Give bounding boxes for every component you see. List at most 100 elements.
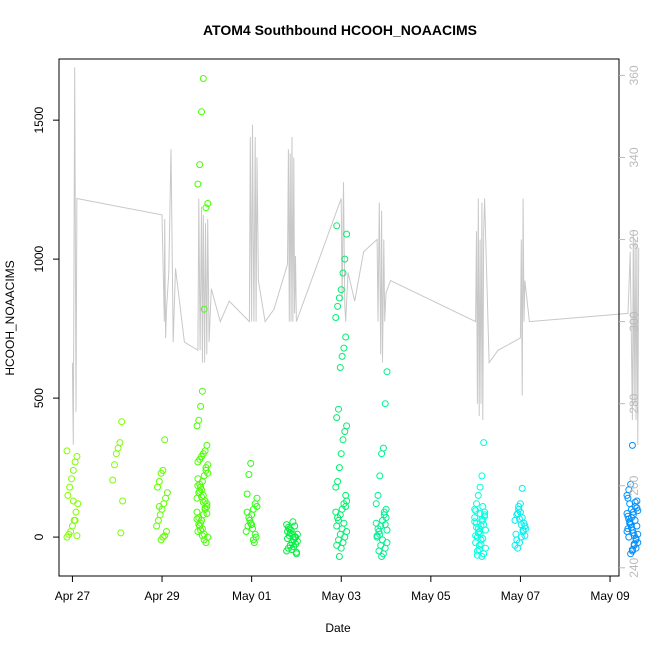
data-point bbox=[332, 483, 340, 491]
data-point bbox=[248, 521, 256, 529]
data-point bbox=[477, 540, 485, 548]
data-point bbox=[339, 269, 347, 277]
data-point bbox=[377, 541, 385, 549]
data-point bbox=[374, 491, 382, 499]
data-point bbox=[333, 522, 341, 530]
data-point bbox=[153, 522, 161, 530]
data-point bbox=[161, 436, 169, 444]
data-point bbox=[381, 400, 389, 408]
data-point bbox=[515, 503, 523, 510]
data-point bbox=[157, 536, 165, 544]
data-point bbox=[334, 478, 342, 485]
x-axis: Apr 27 Apr 29 May 01 May 03 May 05 May 07 May … bbox=[55, 576, 630, 603]
x-tick-label: May 03 bbox=[322, 589, 362, 603]
data-point bbox=[157, 469, 165, 477]
data-point bbox=[634, 507, 642, 515]
x-tick-label: Apr 27 bbox=[55, 589, 91, 603]
data-point bbox=[68, 475, 75, 483]
data-point bbox=[518, 484, 526, 492]
data-point bbox=[119, 497, 127, 505]
data-point bbox=[247, 459, 255, 467]
data-point bbox=[71, 516, 79, 524]
data-point bbox=[66, 483, 74, 491]
data-point bbox=[117, 529, 125, 537]
data-point bbox=[339, 436, 347, 444]
data-point bbox=[118, 418, 126, 426]
data-point bbox=[341, 428, 349, 435]
data-point bbox=[381, 544, 389, 552]
y2-tick-label: 240 bbox=[627, 557, 641, 577]
data-point bbox=[473, 551, 481, 559]
data-point bbox=[343, 422, 351, 430]
data-point bbox=[63, 447, 71, 455]
data-point bbox=[204, 200, 212, 207]
data-point bbox=[111, 461, 118, 469]
y2-tick-label: 340 bbox=[627, 147, 641, 167]
data-point bbox=[512, 530, 520, 538]
data-point bbox=[373, 532, 381, 540]
data-point bbox=[74, 500, 82, 508]
data-point bbox=[194, 180, 202, 188]
data-point bbox=[632, 544, 640, 552]
data-point bbox=[471, 505, 479, 513]
data-point bbox=[283, 521, 291, 529]
data-point bbox=[340, 344, 348, 352]
data-point bbox=[335, 405, 342, 413]
data-point bbox=[627, 550, 635, 558]
data-point bbox=[376, 472, 384, 480]
data-point bbox=[193, 515, 201, 523]
data-point bbox=[71, 458, 79, 466]
data-point bbox=[114, 444, 122, 452]
data-point bbox=[479, 503, 487, 510]
data-point bbox=[243, 508, 251, 516]
y-tick-label: 1000 bbox=[32, 245, 46, 272]
data-point bbox=[514, 510, 522, 517]
data-point bbox=[332, 508, 340, 516]
data-point bbox=[383, 539, 391, 547]
data-point bbox=[333, 541, 341, 549]
data-point bbox=[253, 503, 261, 510]
data-point bbox=[478, 472, 486, 480]
data-point bbox=[628, 441, 636, 449]
data-point bbox=[474, 491, 482, 499]
data-point bbox=[473, 500, 480, 508]
data-point bbox=[475, 546, 483, 554]
data-point bbox=[72, 508, 80, 516]
data-point bbox=[480, 439, 488, 447]
data-point bbox=[378, 450, 386, 458]
data-point bbox=[372, 519, 380, 527]
data-point bbox=[336, 530, 344, 538]
data-point bbox=[338, 352, 346, 360]
data-point bbox=[69, 497, 77, 505]
data-point bbox=[343, 497, 351, 505]
data-point bbox=[155, 503, 163, 510]
data-point bbox=[511, 516, 519, 524]
data-point bbox=[202, 464, 210, 472]
data-point bbox=[624, 494, 632, 502]
data-point bbox=[200, 305, 208, 313]
data-point bbox=[337, 544, 345, 552]
data-point bbox=[245, 471, 253, 478]
data-point bbox=[196, 161, 204, 169]
data-point bbox=[193, 494, 201, 502]
x-tick-label: May 07 bbox=[501, 589, 541, 603]
data-point bbox=[64, 491, 72, 499]
data-point bbox=[476, 483, 484, 491]
data-point bbox=[69, 466, 77, 474]
data-point bbox=[472, 507, 480, 515]
data-point bbox=[343, 528, 351, 535]
x-tick-label: Apr 29 bbox=[144, 589, 180, 603]
data-point bbox=[243, 490, 251, 498]
data-point bbox=[161, 532, 169, 540]
data-point bbox=[284, 535, 291, 542]
y2-tick-label: 280 bbox=[627, 393, 641, 413]
y-tick-label: 500 bbox=[32, 388, 46, 408]
data-point bbox=[155, 478, 163, 485]
data-point bbox=[194, 475, 202, 483]
x-tick-label: May 01 bbox=[232, 589, 272, 603]
data-point bbox=[334, 302, 342, 310]
data-point bbox=[198, 108, 205, 116]
data-point bbox=[378, 553, 386, 560]
data-point bbox=[342, 491, 350, 499]
